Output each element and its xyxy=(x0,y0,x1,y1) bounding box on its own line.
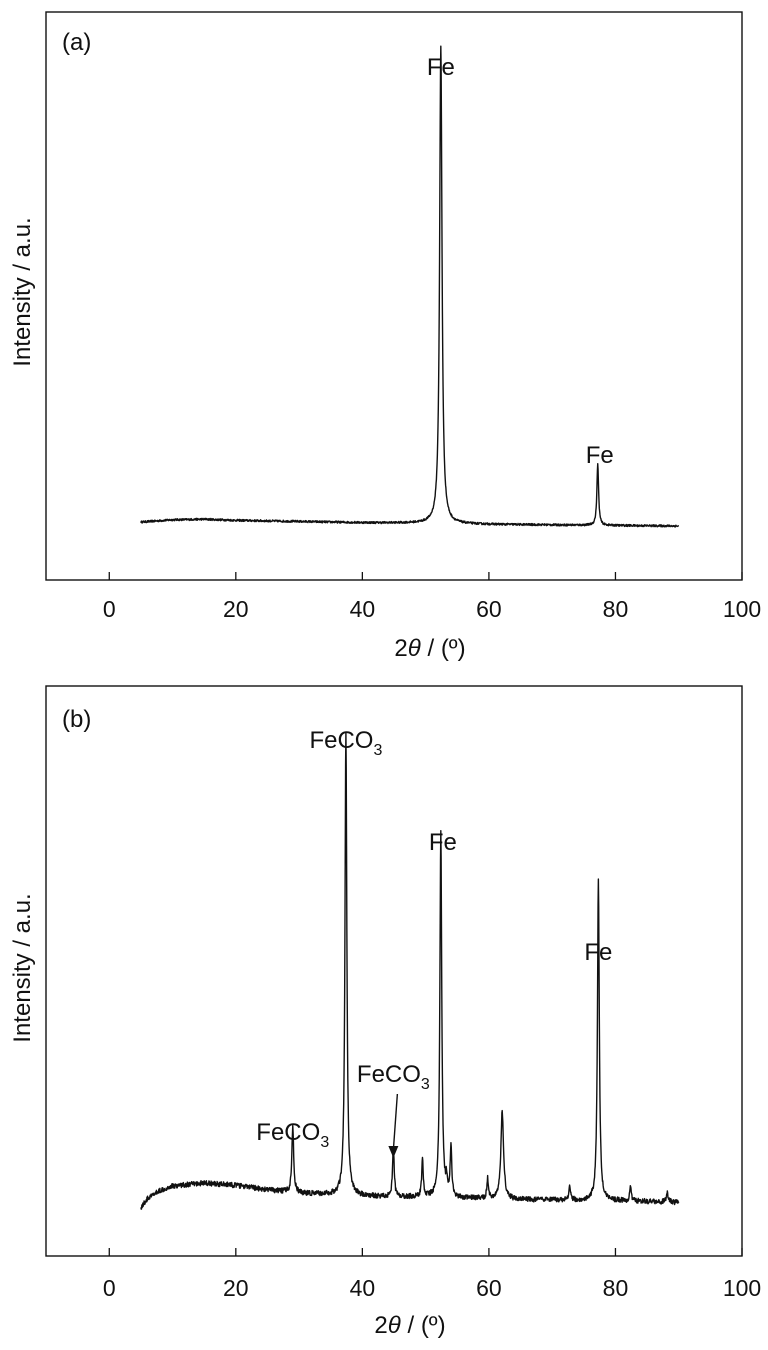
y-axis-title-b: Intensity / a.u. xyxy=(9,893,36,1042)
panel-b: (b) 0 20 40 60 80 100 FeCO3 Fe Fe FeCO3 FeCO3 Int… xyxy=(9,685,761,1339)
plot-frame-a xyxy=(45,11,743,581)
x-tick-label: 100 xyxy=(723,1275,761,1301)
peak-label: Fe xyxy=(586,442,614,469)
peak-label: FeCO3 xyxy=(357,1061,430,1093)
x-tick-label: 60 xyxy=(476,1275,502,1301)
x-axis-ticks-b: 0 20 40 60 80 100 xyxy=(103,1248,761,1301)
x-tick-label: 60 xyxy=(476,596,502,622)
panel-label-b: (b) xyxy=(62,706,91,733)
x-tick-label: 20 xyxy=(223,1275,249,1301)
x-tick-label: 80 xyxy=(603,1275,629,1301)
peak-label: Fe xyxy=(429,829,457,856)
arrow-head xyxy=(388,1146,399,1158)
xrd-pattern-line-a xyxy=(140,45,680,528)
x-tick-label: 0 xyxy=(103,596,116,622)
x-tick-label: 100 xyxy=(723,596,761,622)
peak-label: Fe xyxy=(584,939,612,966)
x-axis-title-a: 2θ / (º) xyxy=(394,635,465,662)
x-tick-label: 80 xyxy=(603,596,629,622)
x-axis-ticks-a: 0 20 40 60 80 100 xyxy=(103,572,761,622)
peak-annotations-a: Fe Fe xyxy=(427,54,614,469)
x-axis-title-b: 2θ / (º) xyxy=(374,1312,445,1339)
y-axis-title-a: Intensity / a.u. xyxy=(9,217,36,366)
panel-label-a: (a) xyxy=(62,29,91,56)
peak-label: FeCO3 xyxy=(309,727,382,759)
peak-annotations-b: FeCO3 Fe Fe FeCO3 FeCO3 xyxy=(256,727,612,1158)
x-tick-label: 40 xyxy=(350,1275,376,1301)
x-tick-label: 40 xyxy=(350,596,376,622)
plot-frame-b xyxy=(45,685,743,1257)
x-tick-label: 20 xyxy=(223,596,249,622)
annotation-arrow xyxy=(392,1093,399,1151)
panel-a: (a) 0 20 40 60 80 100 Fe Fe Intensity / a.u. 2… xyxy=(9,11,761,662)
xrd-pattern-line-b xyxy=(140,731,680,1210)
peak-label: Fe xyxy=(427,54,455,81)
peak-label: FeCO3 xyxy=(256,1119,329,1151)
x-tick-label: 0 xyxy=(103,1275,116,1301)
